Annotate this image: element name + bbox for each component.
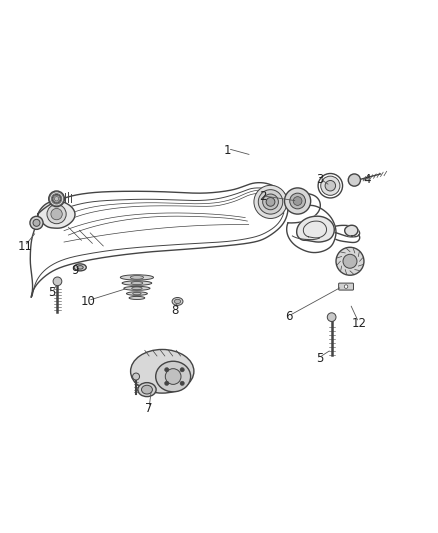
Text: 10: 10 xyxy=(81,295,95,308)
Text: 2: 2 xyxy=(259,190,266,203)
Ellipse shape xyxy=(141,385,152,394)
Circle shape xyxy=(263,194,279,210)
Circle shape xyxy=(165,369,181,384)
Circle shape xyxy=(52,195,61,203)
Ellipse shape xyxy=(127,292,148,295)
Ellipse shape xyxy=(131,350,194,393)
Circle shape xyxy=(348,174,360,186)
Ellipse shape xyxy=(133,292,141,295)
Ellipse shape xyxy=(130,276,144,279)
Ellipse shape xyxy=(138,383,156,397)
Ellipse shape xyxy=(172,297,183,305)
Circle shape xyxy=(49,191,64,207)
Text: 9: 9 xyxy=(71,264,79,277)
Circle shape xyxy=(321,176,340,195)
Circle shape xyxy=(51,208,62,220)
Circle shape xyxy=(165,381,169,385)
Text: 8: 8 xyxy=(172,304,179,317)
Circle shape xyxy=(344,285,348,288)
Text: 5: 5 xyxy=(49,286,56,299)
Circle shape xyxy=(180,381,184,385)
Ellipse shape xyxy=(174,299,180,304)
Text: 3: 3 xyxy=(316,173,323,185)
Ellipse shape xyxy=(132,287,142,290)
Circle shape xyxy=(325,181,336,191)
Circle shape xyxy=(258,190,283,214)
Circle shape xyxy=(133,373,140,380)
Circle shape xyxy=(47,205,66,224)
Polygon shape xyxy=(345,225,358,236)
Text: 4: 4 xyxy=(364,173,371,185)
Text: 11: 11 xyxy=(17,240,32,253)
Text: 7: 7 xyxy=(145,402,153,415)
Circle shape xyxy=(254,185,287,219)
Circle shape xyxy=(266,198,275,206)
Ellipse shape xyxy=(131,281,143,285)
Circle shape xyxy=(290,193,305,209)
Ellipse shape xyxy=(74,264,86,271)
FancyBboxPatch shape xyxy=(339,283,353,290)
Ellipse shape xyxy=(124,286,150,290)
Circle shape xyxy=(285,188,311,214)
Text: 5: 5 xyxy=(316,352,323,365)
Ellipse shape xyxy=(129,296,145,300)
Text: 12: 12 xyxy=(351,317,366,330)
Circle shape xyxy=(336,247,364,275)
Circle shape xyxy=(53,277,62,286)
Circle shape xyxy=(30,216,43,229)
Circle shape xyxy=(165,368,169,372)
Ellipse shape xyxy=(122,281,152,285)
Ellipse shape xyxy=(77,265,83,269)
Text: 1: 1 xyxy=(224,144,231,157)
Text: 6: 6 xyxy=(285,310,293,323)
Circle shape xyxy=(327,313,336,321)
Ellipse shape xyxy=(120,275,153,280)
Polygon shape xyxy=(38,201,75,228)
Circle shape xyxy=(33,220,40,227)
Circle shape xyxy=(180,368,184,372)
Ellipse shape xyxy=(155,361,191,392)
Circle shape xyxy=(293,197,302,205)
Polygon shape xyxy=(297,216,334,242)
Circle shape xyxy=(343,254,357,268)
